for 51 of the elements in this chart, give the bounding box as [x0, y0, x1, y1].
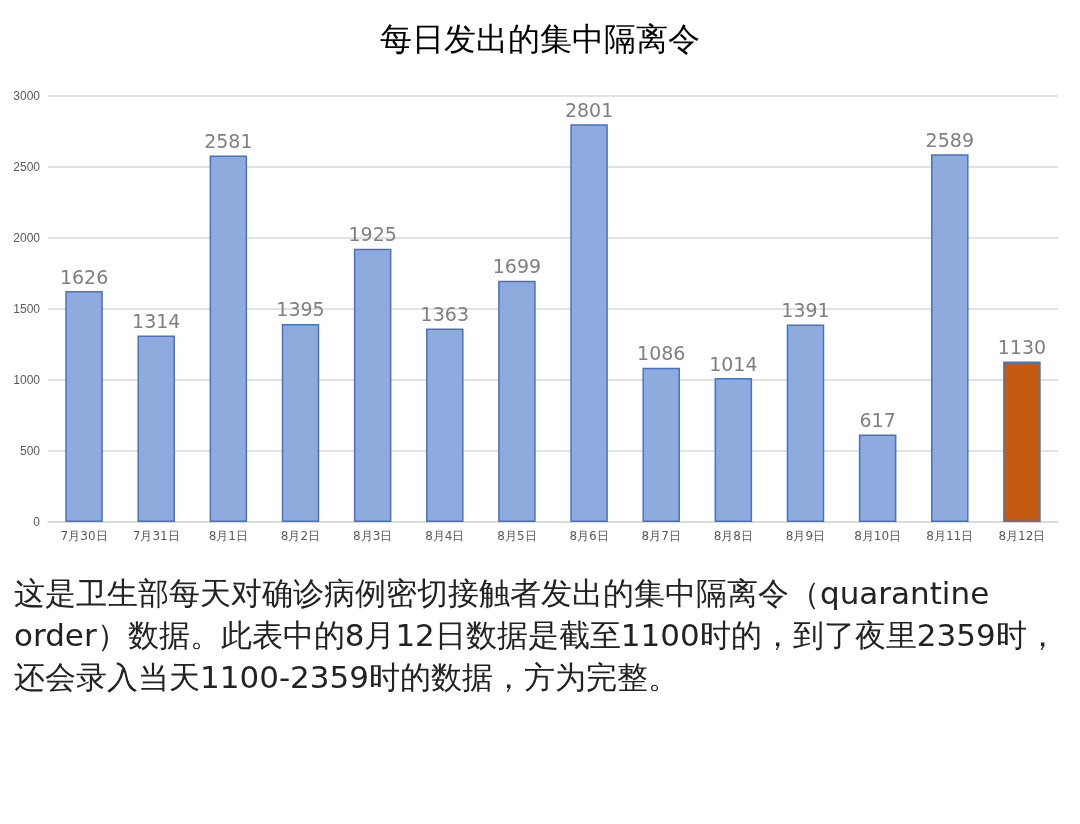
y-tick-label: 0 — [33, 515, 41, 529]
data-label: 1014 — [709, 352, 758, 375]
x-tick-label: 8月10日 — [854, 529, 902, 543]
y-tick-label: 2500 — [13, 160, 41, 174]
data-label: 1626 — [59, 265, 109, 288]
x-tick-label: 7月31日 — [132, 529, 180, 543]
data-label: 2801 — [564, 98, 614, 121]
bar — [281, 323, 320, 522]
x-tick-label: 8月6日 — [569, 529, 609, 543]
data-label: 1363 — [420, 302, 469, 325]
chart-title: 每日发出的集中隔离令 — [380, 20, 700, 58]
y-tick-label: 2000 — [13, 231, 41, 245]
data-label: 617 — [859, 408, 896, 431]
data-label: 1699 — [492, 255, 542, 278]
data-label: 2589 — [925, 128, 974, 151]
y-tick-label: 500 — [19, 444, 41, 458]
x-tick-label: 8月8日 — [713, 529, 753, 543]
bar — [931, 154, 969, 522]
bar — [65, 291, 103, 522]
x-tick-label: 8月7日 — [641, 529, 681, 543]
x-tick-label: 8月3日 — [353, 529, 393, 543]
x-tick-label: 8月4日 — [425, 529, 465, 543]
bar — [714, 378, 753, 522]
x-tick-label: 8月11日 — [926, 529, 974, 543]
x-tick-label: 8月9日 — [785, 529, 826, 543]
bar — [858, 434, 897, 522]
y-tick-label: 3000 — [13, 89, 41, 103]
bar — [1003, 361, 1041, 522]
text: 这是卫生部每天对确诊病例密切接触者发出的集中隔离令（quarantine order）数据。此表中的8月12日数据是截至1100时的，到了夜里2359时，还会录入当天1100-2359时的数据，方为完整。 — [13, 574, 1059, 697]
data-label: 1086 — [637, 342, 686, 365]
data-label: 1130 — [997, 336, 1047, 359]
data-label: 1391 — [781, 298, 830, 321]
data-label: 1395 — [276, 298, 325, 321]
x-tick-label: 8月2日 — [280, 529, 321, 543]
bar — [642, 367, 680, 522]
x-tick-label: 7月30日 — [60, 529, 108, 543]
data-label: 2581 — [204, 130, 253, 152]
x-tick-label: 8月5日 — [497, 529, 537, 543]
bar — [137, 335, 175, 522]
y-tick-label: 1000 — [13, 373, 41, 387]
bar — [353, 248, 392, 522]
data-label: 1314 — [132, 309, 181, 332]
bar — [209, 155, 248, 522]
bar — [570, 124, 608, 522]
x-tick-label: 8月12日 — [998, 529, 1046, 543]
y-tick-label: 1500 — [13, 302, 41, 316]
bar — [498, 280, 536, 522]
data-label: 1925 — [348, 223, 397, 246]
bar — [426, 328, 464, 522]
x-tick-label: 8月1日 — [208, 529, 248, 543]
bar — [786, 324, 825, 522]
